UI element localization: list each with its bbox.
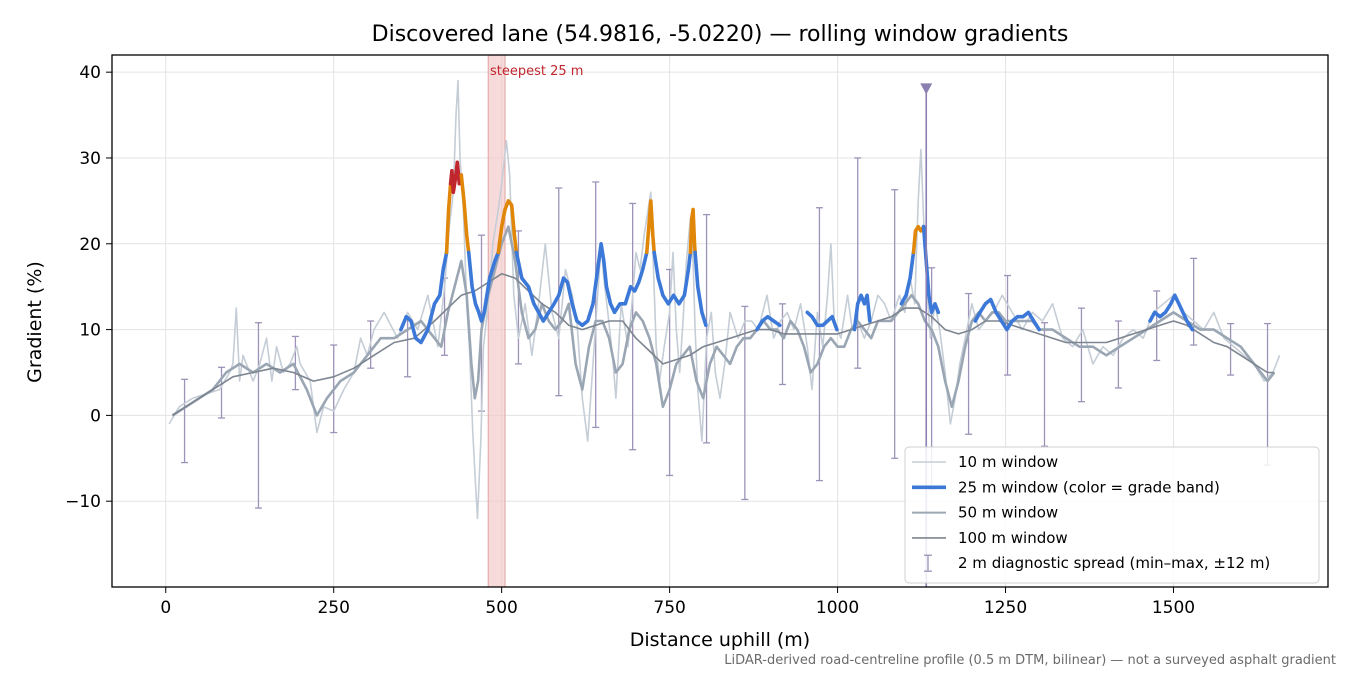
steepest-region-label: steepest 25 m <box>490 64 583 79</box>
legend-item: 25 m window (color = grade band) <box>912 478 1220 496</box>
legend-box <box>904 446 1320 584</box>
spread-bar <box>592 181 600 429</box>
series-line-w25-blue <box>652 250 693 306</box>
spread-bar <box>1114 320 1122 389</box>
legend-label: 100 m window <box>958 529 1068 547</box>
y-axis-label: Gradient (%) <box>24 261 46 383</box>
spread-bar <box>218 366 226 419</box>
spread-bar <box>181 378 189 464</box>
series-line-w25-blue <box>399 250 449 345</box>
y-tick-label: 30 <box>79 149 101 169</box>
y-tick-label: 20 <box>79 235 101 255</box>
series-line-w25-blue <box>755 314 782 332</box>
x-tick-label: 250 <box>317 598 349 618</box>
legend-item: 2 m diagnostic spread (min–max, ±12 m) <box>924 554 1270 572</box>
chart-title: Discovered lane (54.9816, -5.0220) — rol… <box>372 22 1069 47</box>
series-line-w25-blue <box>852 293 872 332</box>
spread-bar <box>254 322 262 509</box>
series-line-w25-orange <box>444 181 453 255</box>
spread-bar <box>629 202 637 451</box>
spread-bar <box>291 335 299 391</box>
peak-marker-triangle <box>920 83 933 95</box>
x-tick-label: 1500 <box>1152 598 1195 618</box>
spread-bar <box>815 207 823 482</box>
series-line-w25-orange <box>688 207 697 255</box>
x-tick-label: 500 <box>485 598 517 618</box>
series-line-w25-orange <box>496 199 519 255</box>
x-tick-label: 1250 <box>984 598 1027 618</box>
legend-label: 2 m diagnostic spread (min–max, ±12 m) <box>958 554 1270 572</box>
series-line-w25-orange <box>459 173 471 255</box>
y-tick-label: 40 <box>79 63 101 83</box>
series-line-w25-orange <box>911 224 926 255</box>
x-tick-label: 750 <box>653 598 685 618</box>
series-line-w25-blue <box>899 250 916 306</box>
spread-bar <box>891 189 899 459</box>
y-tick-label: −10 <box>65 492 101 512</box>
legend-item: 50 m window <box>912 504 1058 522</box>
legend-label: 25 m window (color = grade band) <box>958 478 1220 496</box>
spread-bar <box>1077 307 1085 403</box>
legend-label: 10 m window <box>958 453 1058 471</box>
legend: 10 m window 25 m window (color = grade ba… <box>904 446 1320 584</box>
series-line-w25-red <box>448 160 464 195</box>
ticks: 0 250 500 750 1000 1250 1500 −10 0 10 20 30 40 <box>65 63 1195 618</box>
y-tick-label: 0 <box>90 406 101 426</box>
series-line-w25-orange <box>645 199 656 255</box>
x-tick-label: 0 <box>160 598 171 618</box>
legend-item: 100 m window <box>912 529 1068 547</box>
footnote: LiDAR-derived road-centreline profile (0… <box>724 653 1336 668</box>
series-line-w25-blue <box>466 250 501 323</box>
spread-bar <box>1040 322 1048 447</box>
x-tick-label: 1000 <box>816 598 859 618</box>
legend-label: 50 m window <box>958 504 1058 522</box>
series-line-w25-blue <box>973 297 1041 332</box>
legend-item: 10 m window <box>912 453 1058 471</box>
x-axis-label: Distance uphill (m) <box>630 629 810 651</box>
steepest-region-band <box>487 54 506 588</box>
series-line-w25-blue <box>805 310 839 332</box>
series-line-w25-blue <box>1148 293 1195 332</box>
y-tick-label: 10 <box>79 321 101 341</box>
spread-bar <box>514 230 522 365</box>
plot-frame <box>111 54 1329 588</box>
series-layer <box>168 79 1281 520</box>
series-line-w25-blue <box>693 250 708 328</box>
steepest-region-layer <box>487 54 506 588</box>
spread-bar <box>703 213 711 444</box>
spread-bar <box>854 157 862 369</box>
series-line-w25-blue <box>514 242 649 328</box>
